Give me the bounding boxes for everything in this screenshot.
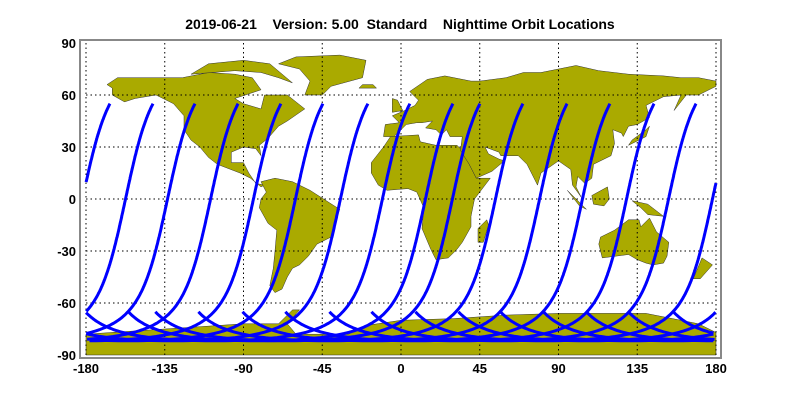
x-tick-label: 135 (626, 361, 648, 376)
orbit-track-3 (85, 103, 197, 335)
orbit-track-6 (627, 310, 715, 341)
x-tick-label: -45 (313, 361, 332, 376)
y-tick-label: 0 (69, 192, 76, 207)
figure-title: 2019-06-21 Version: 5.00 Standard Nightt… (185, 16, 615, 32)
orbit-tracks-layer (84, 102, 718, 343)
orbit-track-15 (370, 102, 698, 343)
y-tick-label: -30 (57, 244, 76, 259)
x-tick-label: 180 (705, 361, 727, 376)
orbit-track-2 (85, 103, 155, 313)
land-australia (598, 217, 670, 266)
orbit-track-14 (328, 102, 656, 343)
land-borneo (591, 186, 610, 207)
y-tick-label: 30 (62, 140, 76, 155)
orbit-track-4 (86, 102, 240, 341)
y-tick-label: -60 (57, 296, 76, 311)
x-tick-label: -90 (234, 361, 253, 376)
y-tick-label: 60 (62, 88, 76, 103)
orbit-track-7 (672, 310, 714, 335)
land-eurasia (383, 65, 717, 198)
x-axis-ticks: -180 -135 -90 -45 0 45 90 135 180 (73, 361, 727, 376)
x-tick-label: 90 (551, 361, 565, 376)
x-tick-label: 0 (397, 361, 404, 376)
grid-layer (85, 43, 717, 355)
y-tick-label: 90 (62, 36, 76, 51)
land-new-guinea (631, 200, 665, 217)
x-tick-label: 45 (473, 361, 487, 376)
orbit-track-5 (585, 310, 714, 343)
x-tick-label: -180 (73, 361, 99, 376)
x-tick-label: -135 (152, 361, 178, 376)
land-iceland (358, 84, 378, 89)
land-japan (627, 126, 650, 146)
y-tick-label: -90 (57, 348, 76, 363)
orbit-track-4 (542, 310, 712, 343)
map-frame (79, 39, 722, 359)
land-britain (392, 98, 404, 113)
land-sumatra (567, 190, 587, 210)
land-madagascar (477, 219, 489, 243)
orbit-track-6 (89, 103, 325, 343)
land-south-america (259, 177, 341, 293)
y-axis-ticks: 90 60 30 0 -30 -60 -90 (57, 36, 76, 363)
orbit-track-1 (84, 102, 112, 183)
orbit-track-7 (85, 103, 370, 343)
orbit-track-5 (89, 103, 283, 343)
land-north-america (106, 72, 306, 188)
land-new-zealand (692, 257, 713, 279)
